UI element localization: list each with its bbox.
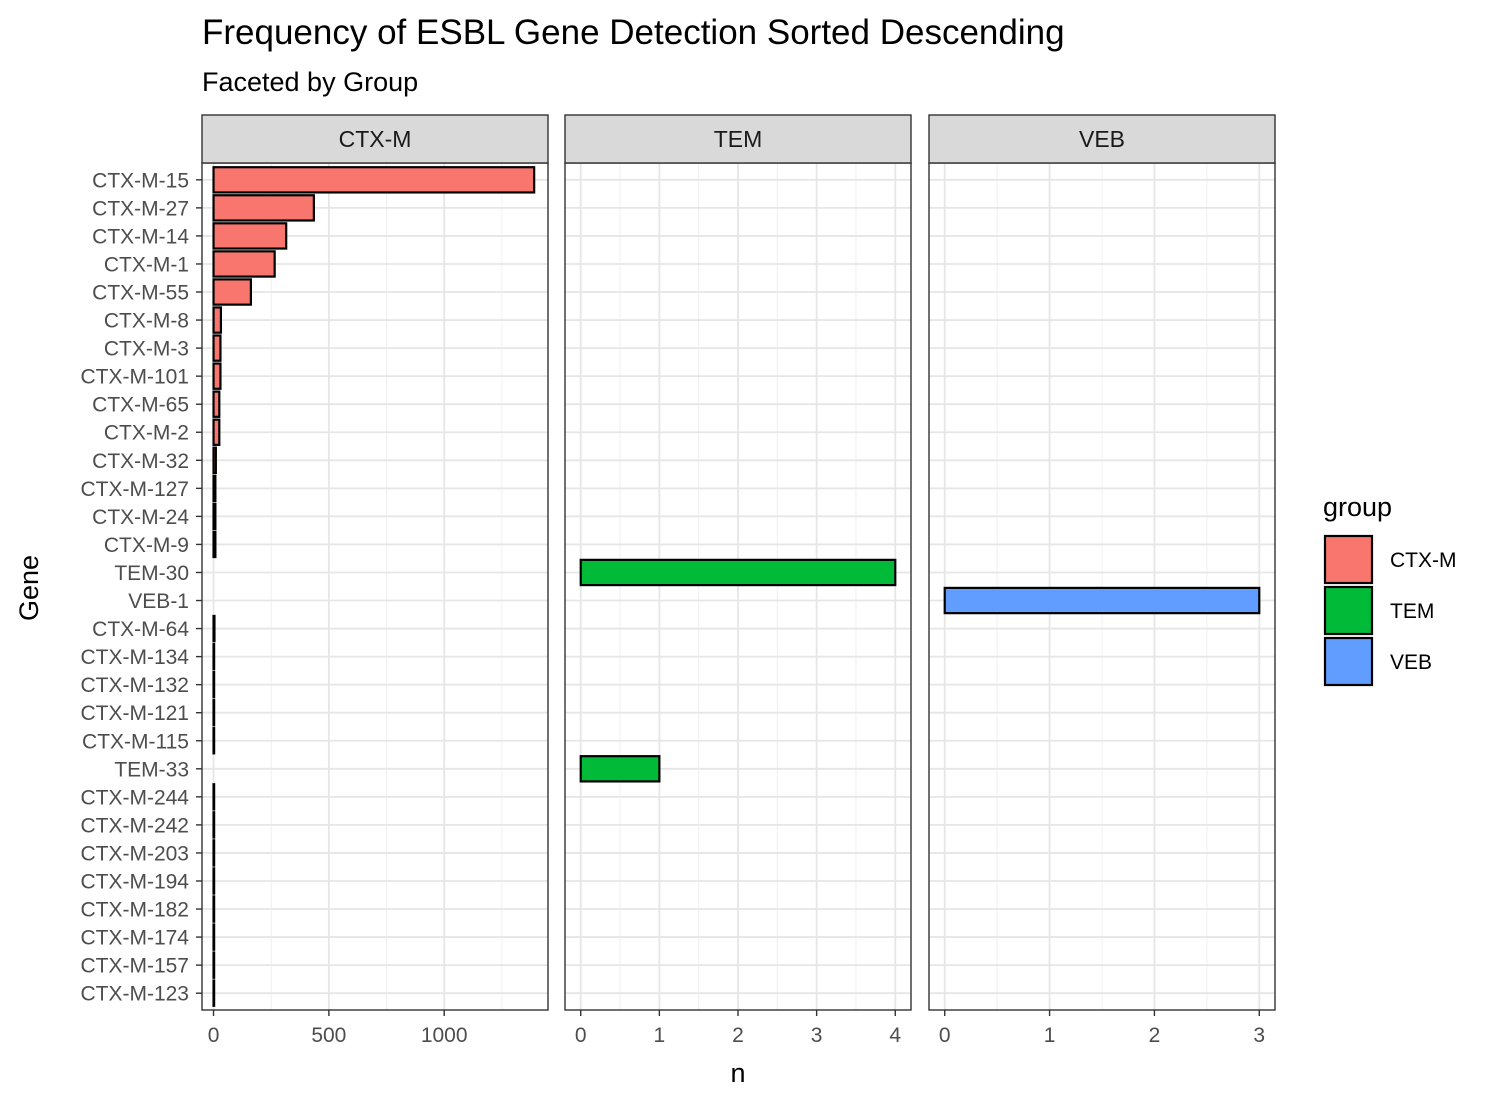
y-tick-label-ctx-m-174: CTX-M-174	[80, 927, 189, 950]
facet-strip	[928, 114, 1276, 164]
y-tick-label-tem-30: TEM-30	[114, 562, 189, 585]
bar-ctx-m-182	[212, 895, 216, 923]
x-tick-label: 1000	[421, 1024, 468, 1047]
bar-tem-30	[579, 558, 897, 587]
bar-ctx-m-203	[212, 839, 216, 867]
facet-veb: VEB 0 1 2 3	[928, 114, 1276, 1047]
bar-ctx-m-55	[212, 278, 253, 306]
facet-tem: TEM 0 1 2 3 4	[564, 114, 912, 1047]
y-tick-label-ctx-m-2: CTX-M-2	[104, 422, 189, 445]
facet-ctx-m: CTX-M 0 500 1000	[201, 114, 549, 1047]
y-tick-label-ctx-m-123: CTX-M-123	[80, 983, 189, 1006]
y-tick-label-ctx-m-27: CTX-M-27	[92, 197, 189, 220]
y-tick-label-ctx-m-9: CTX-M-9	[104, 534, 189, 557]
x-tick-label: 2	[732, 1024, 744, 1047]
bar-veb-1	[943, 586, 1261, 615]
x-tick-label: 0	[575, 1024, 587, 1047]
chart-title: Frequency of ESBL Gene Detection Sorted …	[202, 13, 1065, 52]
facet-strip	[201, 114, 549, 164]
y-tick-label-ctx-m-134: CTX-M-134	[80, 646, 189, 669]
bar-ctx-m-15	[212, 166, 536, 194]
y-tick-label-ctx-m-64: CTX-M-64	[92, 618, 189, 641]
legend-key-veb	[1323, 636, 1374, 687]
legend-label-veb: VEB	[1390, 651, 1432, 674]
x-tick-label: 4	[889, 1024, 901, 1047]
y-tick-label-ctx-m-32: CTX-M-32	[92, 450, 189, 473]
chart-subtitle: Faceted by Group	[202, 67, 418, 97]
x-tick-label: 3	[811, 1024, 823, 1047]
y-tick-label-ctx-m-8: CTX-M-8	[104, 310, 189, 333]
bar-ctx-m-101	[212, 362, 222, 390]
x-tick-label: 3	[1253, 1024, 1265, 1047]
facet-panels: CTX-M 0 500 1000 TEM 0 1 2 3 4 VEB 0 1 2 3	[201, 114, 1276, 1047]
legend-key-ctx-m	[1323, 534, 1374, 585]
panel-background	[202, 163, 548, 1010]
bar-ctx-m-127	[212, 474, 217, 503]
bar-ctx-m-14	[212, 222, 288, 250]
bar-ctx-m-115	[212, 727, 216, 755]
bar-ctx-m-121	[212, 698, 216, 727]
facet-strip	[564, 114, 912, 164]
bar-ctx-m-132	[212, 670, 216, 699]
bar-ctx-m-65	[212, 390, 221, 418]
legend-title: group	[1323, 492, 1392, 522]
y-tick-label-ctx-m-157: CTX-M-157	[80, 955, 189, 978]
bar-ctx-m-2	[212, 418, 221, 446]
y-tick-label-ctx-m-101: CTX-M-101	[80, 366, 189, 389]
y-tick-label-ctx-m-115: CTX-M-115	[82, 730, 189, 753]
y-tick-label-ctx-m-65: CTX-M-65	[92, 394, 189, 417]
x-tick-label: 1	[654, 1024, 666, 1047]
bar-ctx-m-157	[212, 951, 216, 979]
bar-ctx-m-64	[212, 614, 216, 643]
facet-strip-label: TEM	[714, 126, 763, 152]
bar-ctx-m-24	[212, 502, 217, 531]
bar-tem-33	[579, 755, 661, 783]
legend-key-tem	[1323, 585, 1374, 636]
bar-ctx-m-244	[212, 783, 216, 811]
y-tick-label-ctx-m-15: CTX-M-15	[92, 169, 189, 192]
y-tick-label-ctx-m-121: CTX-M-121	[80, 702, 189, 725]
bar-ctx-m-3	[212, 334, 222, 362]
bar-ctx-m-27	[212, 194, 315, 222]
x-tick-label: 500	[311, 1024, 346, 1047]
bar-ctx-m-32	[212, 446, 217, 475]
y-tick-label-ctx-m-194: CTX-M-194	[80, 870, 189, 893]
y-tick-label-veb-1: VEB-1	[128, 590, 189, 613]
y-tick-label-ctx-m-3: CTX-M-3	[104, 338, 189, 361]
x-axis-title: n	[730, 1058, 745, 1088]
y-tick-label-ctx-m-242: CTX-M-242	[80, 814, 189, 837]
y-tick-label-ctx-m-127: CTX-M-127	[80, 478, 189, 501]
x-tick-label: 0	[208, 1024, 220, 1047]
y-tick-label-ctx-m-1: CTX-M-1	[104, 253, 189, 276]
legend-label-ctx-m: CTX-M	[1390, 549, 1457, 572]
x-tick-label: 0	[939, 1024, 951, 1047]
y-axis: CTX-M-15 CTX-M-27 CTX-M-14 CTX-M-1 CTX-M-55 C…	[80, 169, 202, 1006]
y-axis-title: Gene	[14, 555, 44, 621]
bar-ctx-m-123	[212, 979, 216, 1007]
bar-ctx-m-1	[212, 250, 276, 278]
legend: group CTX-M TEM VEB	[1323, 492, 1457, 687]
bar-ctx-m-242	[212, 811, 216, 839]
legend-label-tem: TEM	[1390, 600, 1434, 623]
x-tick-label: 2	[1149, 1024, 1161, 1047]
bar-ctx-m-174	[212, 923, 216, 951]
y-tick-label-ctx-m-55: CTX-M-55	[92, 282, 189, 305]
bar-ctx-m-9	[212, 530, 217, 559]
y-tick-label-tem-33: TEM-33	[114, 758, 189, 781]
x-tick-label: 1	[1044, 1024, 1056, 1047]
bar-ctx-m-8	[212, 306, 223, 334]
y-tick-label-ctx-m-182: CTX-M-182	[80, 899, 189, 922]
facet-strip-label: VEB	[1079, 126, 1125, 152]
y-tick-label-ctx-m-203: CTX-M-203	[80, 842, 189, 865]
y-tick-label-ctx-m-132: CTX-M-132	[80, 674, 189, 697]
y-tick-label-ctx-m-14: CTX-M-14	[92, 225, 189, 248]
bar-ctx-m-134	[212, 642, 216, 671]
bar-ctx-m-194	[212, 867, 216, 895]
y-tick-label-ctx-m-244: CTX-M-244	[80, 786, 189, 809]
y-tick-label-ctx-m-24: CTX-M-24	[92, 506, 189, 529]
facet-strip-label: CTX-M	[339, 126, 412, 152]
